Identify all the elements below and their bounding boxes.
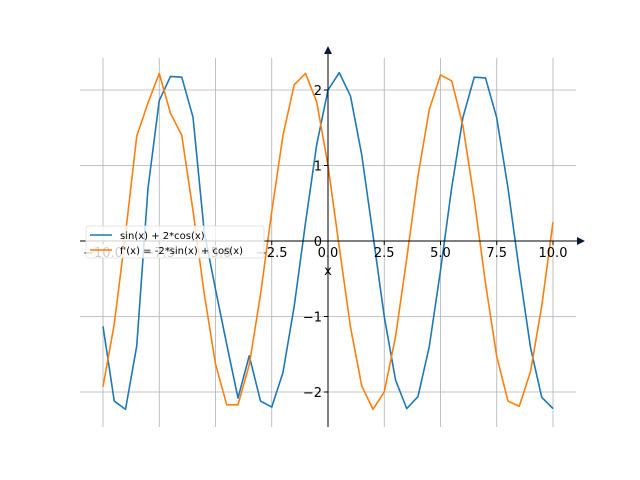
y-tick-label: −2 bbox=[303, 386, 322, 401]
x-tick-label: 10.0 bbox=[539, 246, 568, 261]
y-tick-label: −1 bbox=[303, 311, 322, 326]
legend: sin(x) + 2*cos(x) f'(x) = -2*sin(x) + co… bbox=[85, 225, 265, 259]
y-tick-label: 1 bbox=[314, 160, 322, 175]
legend-entry-series-1: sin(x) + 2*cos(x) bbox=[120, 231, 205, 242]
x-tick-label: 0.0 bbox=[318, 246, 339, 261]
y-tick-label: 2 bbox=[314, 84, 322, 99]
x-tick-label: 2.5 bbox=[374, 246, 395, 261]
y-tick-label: 0 bbox=[314, 235, 322, 250]
y-axis-arrow-icon bbox=[324, 46, 332, 54]
x-axis-arrow-icon bbox=[577, 237, 585, 245]
legend-frame bbox=[85, 225, 265, 259]
x-axis-title: x bbox=[324, 264, 332, 279]
x-tick-label: 7.5 bbox=[486, 246, 507, 261]
x-tick-label: 5.0 bbox=[430, 246, 451, 261]
legend-entry-series-2: f'(x) = -2*sin(x) + cos(x) bbox=[120, 246, 243, 257]
